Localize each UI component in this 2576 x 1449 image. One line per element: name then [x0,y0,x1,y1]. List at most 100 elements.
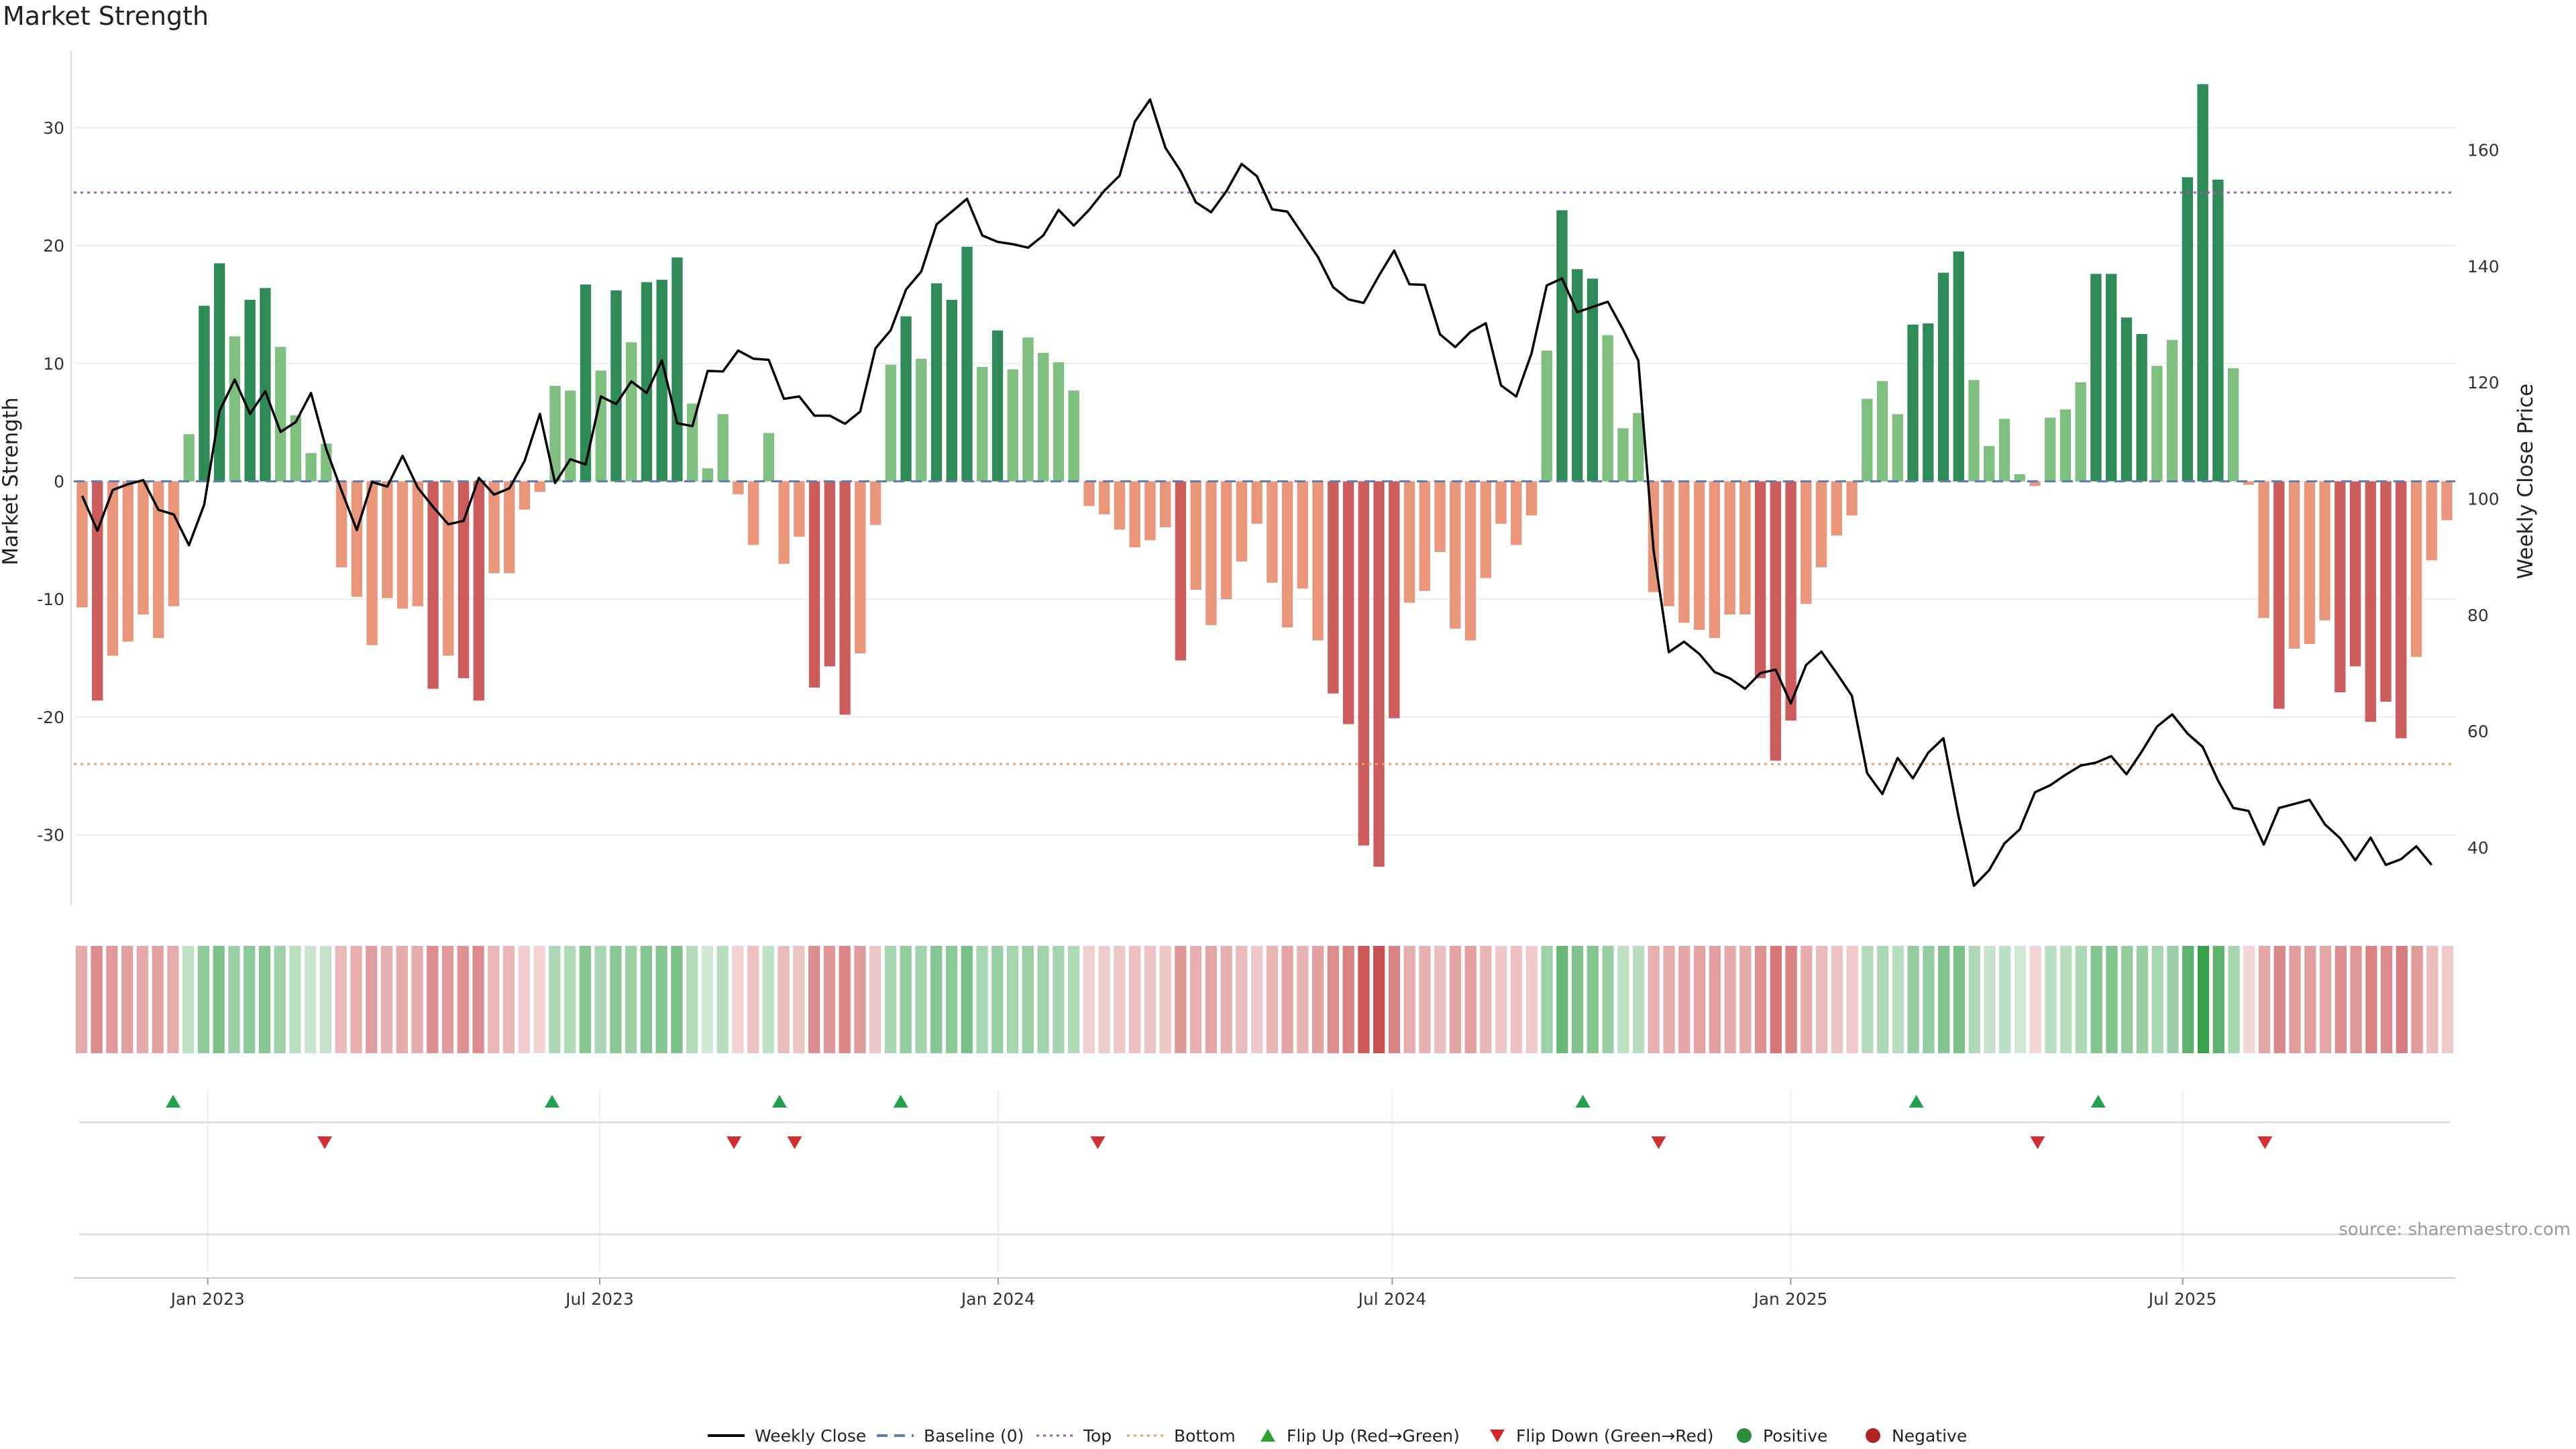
right-axis-label: Weekly Close Price [2514,384,2538,580]
flip-up-marker-3 [893,1095,908,1108]
heat-cell-130 [2060,946,2072,1053]
flip-up-marker-5 [1909,1095,1924,1108]
bar-110 [1754,481,1766,678]
heat-cell-25 [457,946,469,1053]
bar-102 [1632,413,1644,482]
heat-cell-38 [655,946,667,1053]
bar-37 [641,282,653,482]
bar-101 [1617,428,1629,482]
bar-95 [1525,481,1538,516]
heat-cell-132 [2090,946,2102,1053]
heat-cell-124 [1968,946,1980,1053]
bar-88 [1419,481,1430,591]
heat-cell-112 [1785,946,1797,1053]
bar-84 [1358,481,1370,846]
heat-cell-155 [2441,946,2454,1053]
heat-cell-109 [1739,946,1752,1053]
flip-up-marker-0 [166,1095,181,1108]
heat-cell-61 [1006,946,1019,1053]
heat-cell-48 [808,946,820,1053]
bar-100 [1602,335,1613,482]
heat-cell-99 [1587,946,1599,1053]
bar-44 [747,481,759,545]
heat-cell-50 [839,946,851,1053]
bar-113 [1801,481,1812,604]
heat-cell-27 [488,946,500,1053]
x-tick-label-0: Jan 2023 [170,1289,245,1309]
heat-cell-35 [610,946,622,1053]
bar-82 [1328,481,1339,694]
heat-cell-94 [1510,946,1523,1053]
heat-cell-85 [1373,946,1385,1053]
bar-28 [504,481,515,574]
heat-cell-66 [1083,946,1095,1053]
bar-99 [1587,278,1599,482]
legend-item-7: Negative [1866,1426,1967,1446]
heat-cell-0 [75,946,88,1053]
legend-item-6: Positive [1737,1426,1827,1446]
heat-cell-101 [1617,946,1629,1053]
heat-cell-53 [884,946,897,1053]
bar-40 [686,403,698,482]
bar-49 [824,481,836,667]
bar-45 [763,433,775,482]
x-tick-label-4: Jan 2025 [1752,1289,1827,1309]
heat-cell-75 [1220,946,1232,1053]
bar-112 [1785,481,1796,721]
bar-118 [1876,381,1888,482]
bar-135 [2136,333,2147,482]
bar-17 [335,481,347,568]
heat-cell-29 [518,946,530,1053]
heat-cell-20 [380,946,393,1053]
bar-52 [869,481,881,525]
heat-cell-1 [91,946,103,1053]
heat-cell-140 [2212,946,2224,1053]
heat-cell-81 [1312,946,1324,1053]
heat-cell-128 [2029,946,2041,1053]
heat-cell-84 [1358,946,1370,1053]
bar-86 [1389,481,1400,718]
flip-down-marker-2 [787,1136,802,1149]
heat-cell-115 [1831,946,1843,1053]
bar-24 [443,481,454,656]
heat-cell-3 [121,946,133,1053]
flip-up-marker-4 [1575,1095,1591,1108]
heat-cell-148 [2334,946,2347,1053]
heat-cell-32 [564,946,576,1053]
bar-14 [290,415,302,482]
bar-117 [1862,398,1873,482]
legend-label-6: Positive [1763,1426,1827,1446]
bar-11 [244,299,256,482]
bar-15 [305,453,317,482]
left-tick-label-2: -10 [37,590,64,609]
legend: Weekly Close Baseline (0) Top Bottom Flip Up… [708,1426,1967,1446]
heat-cell-114 [1815,946,1828,1053]
bar-21 [396,481,409,609]
bar-143 [2258,481,2269,619]
heat-cell-31 [549,946,561,1053]
left-axis-label: Market Strength [0,397,23,566]
heat-cell-59 [976,946,988,1053]
legend-swatch-6 [1737,1428,1752,1443]
bar-106 [1693,481,1705,630]
heat-cell-104 [1663,946,1675,1053]
heat-cell-19 [366,946,378,1053]
heat-cell-49 [823,946,836,1053]
bar-5 [153,481,164,639]
heat-cell-146 [2304,946,2316,1053]
right-tick-label-5: 140 [2467,257,2500,276]
bar-128 [2029,481,2041,486]
heat-cell-56 [930,946,943,1053]
heat-cell-21 [396,946,408,1053]
right-tick-label-2: 80 [2467,606,2489,625]
bar-124 [1968,380,1980,482]
bar-149 [2349,481,2361,667]
flip-down-marker-3 [1090,1136,1106,1149]
heat-cell-119 [1892,946,1904,1053]
bar-72 [1175,481,1187,661]
bar-129 [2045,417,2056,482]
bar-78 [1267,481,1278,583]
bar-27 [488,481,500,574]
